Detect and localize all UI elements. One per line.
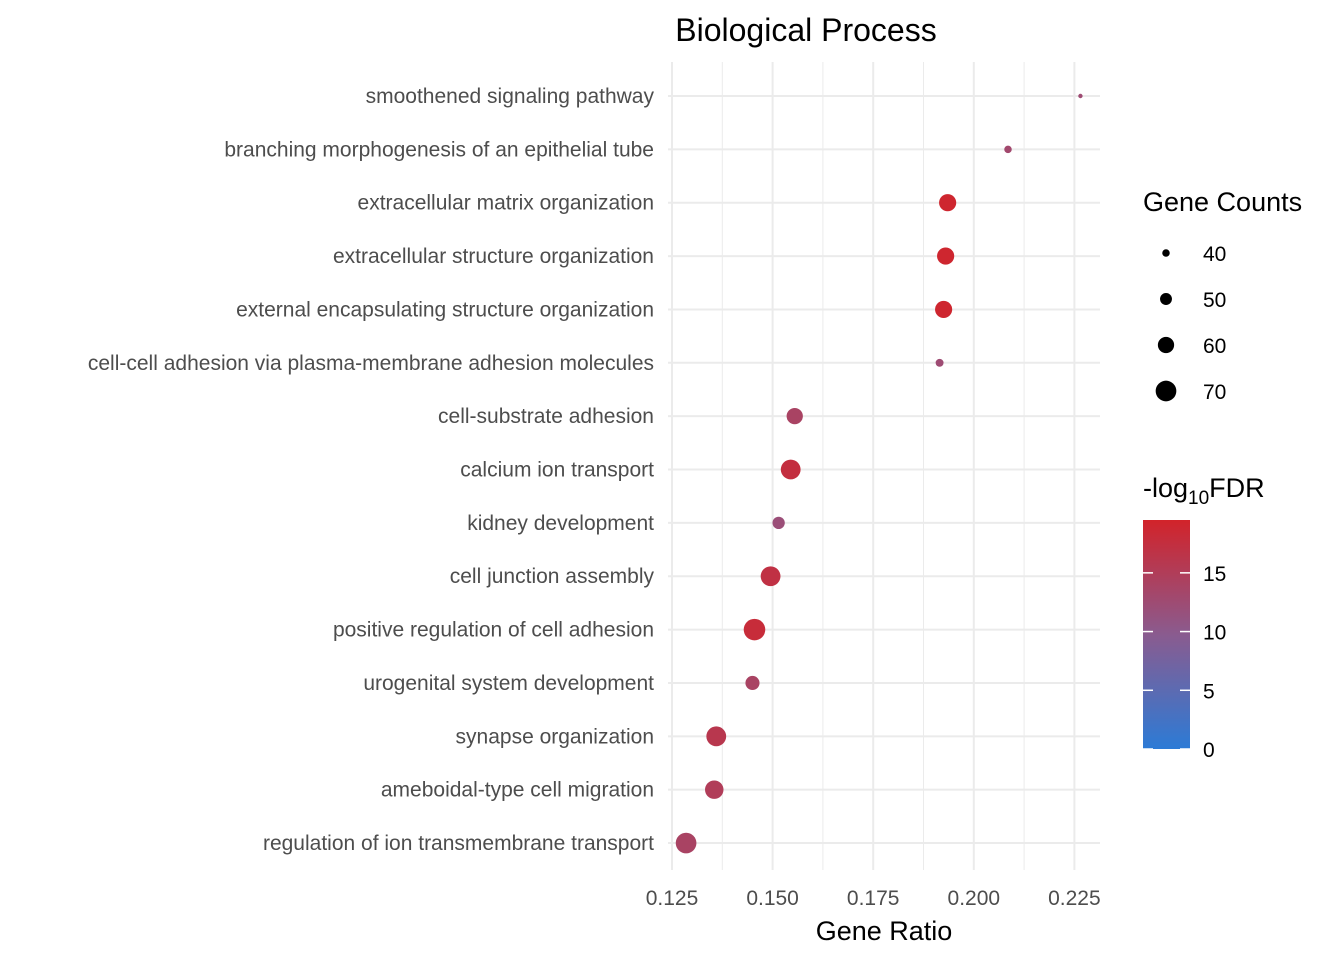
data-point <box>745 675 760 691</box>
size-legend-label: 40 <box>1203 243 1226 266</box>
size-legend-dot <box>1157 336 1175 354</box>
y-tick-label: ameboidal-type cell migration <box>381 779 654 802</box>
y-tick-label: cell-cell adhesion via plasma-membrane a… <box>88 352 654 375</box>
y-tick-label: calcium ion transport <box>460 459 654 482</box>
y-tick-label: synapse organization <box>456 725 654 748</box>
data-point <box>935 358 944 367</box>
x-tick-label: 0.125 <box>646 887 699 910</box>
category-labels: smoothened signaling pathway branching mo… <box>88 85 655 855</box>
y-tick-label: cell junction assembly <box>450 565 655 588</box>
size-legend-label: 50 <box>1203 289 1226 312</box>
data-points <box>675 93 1083 854</box>
data-point <box>1004 145 1012 154</box>
x-axis-ticks: 0.125 0.150 0.175 0.200 0.225 <box>646 887 1101 910</box>
data-point <box>935 300 953 319</box>
x-tick-label: 0.200 <box>948 887 1001 910</box>
size-legend-dot <box>1160 293 1172 305</box>
y-tick-label: kidney development <box>467 512 654 535</box>
data-point <box>780 459 801 480</box>
data-point <box>772 516 785 530</box>
x-tick-label: 0.175 <box>847 887 900 910</box>
y-tick-label: positive regulation of cell adhesion <box>333 619 654 642</box>
y-tick-label: branching morphogenesis of an epithelial… <box>224 138 654 161</box>
data-point <box>743 618 766 641</box>
x-axis-title: Gene Ratio <box>816 916 953 946</box>
y-tick-label: urogenital system development <box>363 672 654 695</box>
color-legend-title-prefix: -log <box>1143 473 1188 503</box>
y-tick-label: extracellular structure organization <box>333 245 654 268</box>
data-point <box>706 726 727 747</box>
chart-title: Biological Process <box>675 12 936 48</box>
color-legend-tick-label: 5 <box>1203 680 1215 703</box>
color-bar <box>1143 520 1190 749</box>
data-point <box>786 408 803 425</box>
y-tick-label: cell-substrate adhesion <box>438 405 654 428</box>
color-legend-title-subscript: 10 <box>1188 488 1209 509</box>
size-legend-label: 70 <box>1203 381 1226 404</box>
size-legend-label: 60 <box>1203 335 1226 358</box>
data-point <box>937 247 955 265</box>
size-legend-dot <box>1162 249 1170 257</box>
color-legend-tick-label: 15 <box>1203 563 1226 586</box>
color-legend-tick-label: 0 <box>1203 739 1215 762</box>
data-point <box>760 566 781 587</box>
y-tick-label: extracellular matrix organization <box>358 192 654 215</box>
data-point <box>939 194 957 212</box>
y-tick-label: external encapsulating structure organiz… <box>236 298 654 321</box>
size-legend-dot <box>1155 380 1177 402</box>
x-tick-label: 0.225 <box>1048 887 1101 910</box>
grid-lines <box>668 62 1100 870</box>
color-legend-tick-label: 10 <box>1203 622 1226 645</box>
x-tick-label: 0.150 <box>746 887 799 910</box>
y-tick-label: smoothened signaling pathway <box>366 85 655 108</box>
data-point <box>1078 93 1083 99</box>
data-point <box>675 832 697 854</box>
data-point <box>705 780 724 799</box>
size-legend-title: Gene Counts <box>1143 187 1302 217</box>
color-legend-title: -log10FDR <box>1143 473 1265 509</box>
color-legend-title-suffix: FDR <box>1209 473 1265 503</box>
y-tick-label: regulation of ion transmembrane transpor… <box>263 832 654 855</box>
size-legend: Gene Counts 40 50 60 70 <box>1143 187 1302 404</box>
